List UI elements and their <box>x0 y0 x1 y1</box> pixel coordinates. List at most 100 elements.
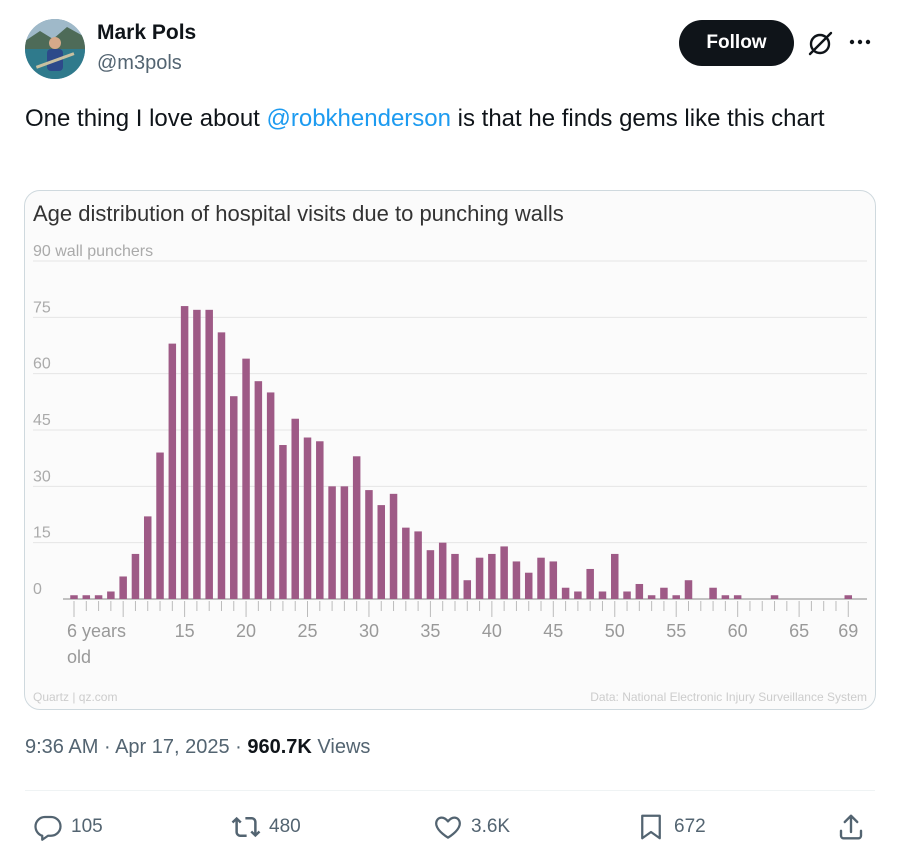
chart-image[interactable]: Age distribution of hospital visits due … <box>24 190 876 710</box>
y-tick-label: 90 wall punchers <box>33 243 153 260</box>
x-tick-label: 6 years old <box>67 621 126 667</box>
chart-svg: Age distribution of hospital visits due … <box>33 201 867 704</box>
x-tick-label: 55 <box>666 621 686 641</box>
more-options-icon[interactable] <box>846 30 874 54</box>
repost-count: 480 <box>269 816 301 837</box>
bar <box>414 531 422 599</box>
bookmark-count: 672 <box>674 816 706 837</box>
bar <box>672 595 680 599</box>
bar <box>574 591 582 599</box>
bar <box>316 441 324 599</box>
meta-separator: · <box>229 736 248 758</box>
bar <box>303 437 312 599</box>
like-button[interactable]: 3.6K <box>433 810 510 844</box>
bar <box>721 595 730 599</box>
bar <box>463 580 472 599</box>
bar <box>107 591 115 599</box>
bar <box>647 595 656 599</box>
meta-separator: · <box>98 736 116 758</box>
post-text-after: is that he finds gems like this chart <box>450 105 825 132</box>
bar <box>193 309 201 599</box>
bar <box>143 516 152 599</box>
bar <box>352 456 361 599</box>
author-name[interactable]: Mark Pols <box>97 21 197 44</box>
x-tick-label: 20 <box>236 621 256 641</box>
mention-link[interactable]: @robkhenderson <box>266 105 451 132</box>
reply-button[interactable]: 105 <box>33 810 103 844</box>
bar <box>512 561 521 599</box>
bookmark-icon <box>641 814 661 840</box>
y-tick-label: 60 <box>33 356 51 373</box>
bar <box>168 343 177 599</box>
y-tick-label: 75 <box>33 299 51 316</box>
bar <box>537 557 545 599</box>
bar <box>389 493 398 599</box>
bar <box>217 332 226 599</box>
bar <box>451 553 459 599</box>
share-icon <box>839 814 863 840</box>
y-tick-label: 15 <box>33 525 51 542</box>
post-date[interactable]: Apr 17, 2025 <box>115 736 230 758</box>
bar <box>156 452 164 599</box>
bar <box>291 418 299 599</box>
follow-button[interactable]: Follow <box>679 20 794 66</box>
x-tick-label: 15 <box>175 621 195 641</box>
y-tick-label: 30 <box>33 468 51 485</box>
x-tick-label: 35 <box>420 621 440 641</box>
divider <box>25 790 875 791</box>
like-icon <box>435 816 461 839</box>
bookmark-button[interactable]: 672 <box>636 810 706 844</box>
source-right: Data: National Electronic Injury Surveil… <box>590 690 867 704</box>
x-tick-label: 40 <box>482 621 502 641</box>
bar <box>205 309 213 599</box>
bar <box>475 557 484 599</box>
bar <box>598 591 607 599</box>
bar <box>426 550 435 599</box>
bar <box>230 396 238 599</box>
bar <box>488 553 496 599</box>
bar <box>266 392 275 599</box>
x-tick-label: 30 <box>359 621 379 641</box>
avatar[interactable] <box>25 19 85 79</box>
y-tick-label: 0 <box>33 581 42 598</box>
bar <box>70 595 78 599</box>
share-button[interactable] <box>836 810 874 844</box>
bar <box>709 587 717 599</box>
bar <box>279 445 287 599</box>
bar <box>242 358 250 599</box>
bar <box>365 490 373 599</box>
bar <box>500 546 508 599</box>
y-tick-label: 45 <box>33 412 51 429</box>
x-tick-label: 25 <box>297 621 317 641</box>
bar <box>82 595 91 599</box>
bar <box>660 587 668 599</box>
post-meta: 9:36 AM · Apr 17, 2025 · 960.7K Views <box>25 736 370 759</box>
grok-icon[interactable] <box>806 30 834 58</box>
bar <box>180 306 189 599</box>
bar <box>340 486 349 599</box>
repost-icon <box>231 816 261 838</box>
bar <box>438 542 447 599</box>
repost-button[interactable]: 480 <box>231 810 301 844</box>
reply-icon <box>34 815 62 841</box>
bar <box>131 553 140 599</box>
bar <box>635 583 644 599</box>
bar <box>524 572 533 599</box>
post-time[interactable]: 9:36 AM <box>25 736 99 758</box>
bar <box>549 561 558 599</box>
like-count: 3.6K <box>471 816 511 837</box>
author-handle[interactable]: @m3pols <box>97 52 182 74</box>
x-tick-label: 45 <box>543 621 563 641</box>
source-left: Quartz | qz.com <box>33 690 117 704</box>
reply-count: 105 <box>71 816 103 837</box>
bar <box>844 595 853 599</box>
bar <box>402 527 410 599</box>
x-tick-label: 69 <box>838 621 858 641</box>
bar <box>770 595 779 599</box>
bar <box>377 505 385 599</box>
bar <box>684 580 693 599</box>
views-count[interactable]: 960.7K <box>247 736 312 758</box>
chart-title: Age distribution of hospital visits due … <box>33 201 564 226</box>
views-label: Views <box>311 736 371 758</box>
bar <box>328 486 336 599</box>
